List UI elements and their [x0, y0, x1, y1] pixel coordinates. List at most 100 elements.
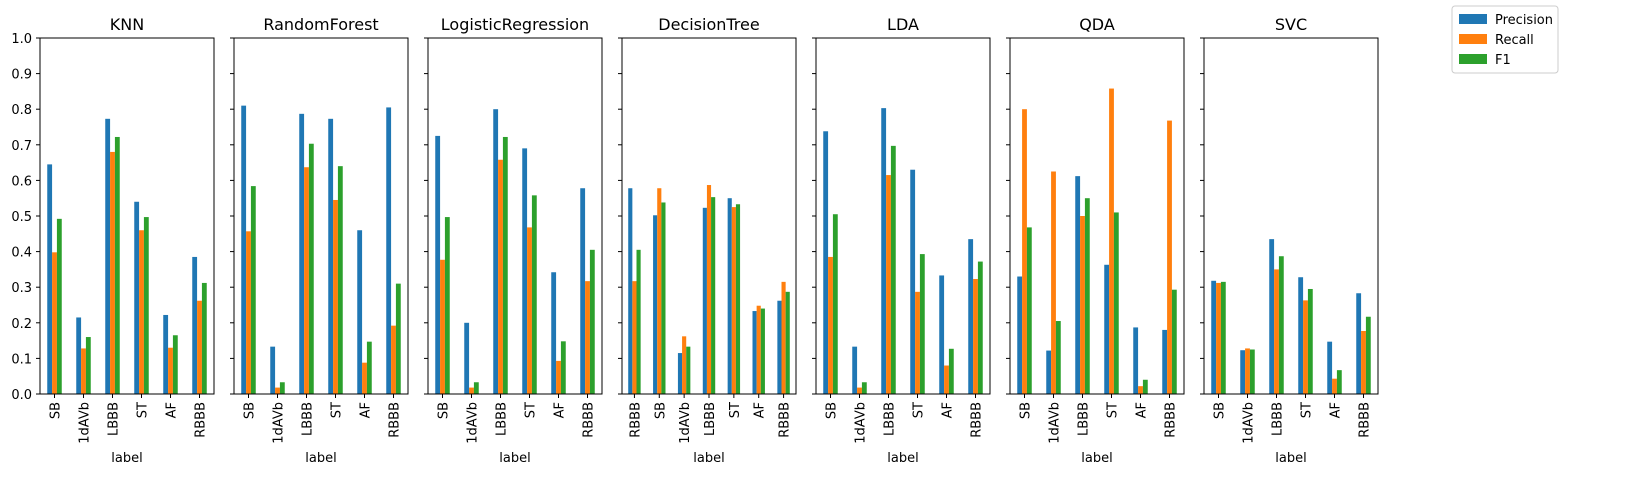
x-tick-label: AF — [165, 402, 180, 418]
x-tick-label: SB — [49, 402, 64, 419]
bar — [250, 186, 256, 394]
bar — [785, 291, 790, 394]
bar — [939, 275, 945, 394]
bar — [735, 204, 741, 394]
y-tick-label: 0.3 — [11, 281, 32, 296]
bar — [1361, 330, 1366, 394]
x-tick-label: RBBB — [194, 402, 209, 438]
bar — [711, 197, 716, 394]
bar — [502, 136, 508, 394]
y-tick-label: 0.4 — [11, 246, 32, 261]
bar — [1138, 386, 1143, 394]
bar — [1245, 348, 1250, 394]
bar — [1336, 370, 1342, 394]
panel-title: QDA — [1079, 15, 1115, 34]
bar — [444, 217, 450, 394]
bar — [628, 188, 633, 394]
bar — [110, 151, 115, 394]
bar — [1211, 280, 1217, 394]
bar — [632, 281, 637, 394]
x-tick-label: ST — [524, 402, 539, 418]
x-tick-label: AF — [1135, 402, 1150, 418]
bar — [706, 185, 712, 394]
x-tick-label: AF — [941, 402, 956, 418]
x-tick-label: RBBB — [1358, 402, 1373, 438]
bar — [1133, 327, 1139, 394]
bar — [1142, 379, 1148, 394]
x-axis-label: label — [111, 451, 142, 466]
bar — [1167, 120, 1172, 394]
bar — [1022, 109, 1027, 394]
x-tick-label: SB — [437, 402, 452, 419]
bar — [731, 207, 736, 394]
bar — [1332, 378, 1337, 394]
bar — [828, 256, 833, 394]
bar — [366, 341, 372, 394]
x-tick-label: ST — [912, 402, 927, 418]
bar — [114, 136, 120, 394]
bar — [823, 131, 829, 394]
bar — [1220, 281, 1226, 394]
bar — [201, 282, 207, 394]
panel-title: LogisticRegression — [441, 15, 589, 34]
bar — [76, 317, 82, 394]
bar — [498, 159, 503, 394]
x-tick-label: SB — [653, 402, 668, 419]
y-tick-label: 0.5 — [11, 210, 32, 225]
chart-panel: DecisionTree RBBB SB 1dAVb LBBB ST AF RBBB label — [618, 15, 797, 466]
bar — [580, 188, 586, 394]
x-tick-label: 1dAVb — [1242, 402, 1257, 444]
bar — [585, 281, 590, 394]
x-tick-label: 1dAVb — [1048, 402, 1063, 444]
x-tick-label: LBBB — [703, 402, 718, 436]
y-tick-label: 0.2 — [11, 317, 32, 332]
x-tick-label: AF — [753, 402, 768, 418]
bar — [852, 346, 858, 394]
bar — [304, 167, 309, 394]
bar — [653, 215, 658, 394]
bar — [1109, 88, 1114, 394]
bar — [391, 325, 396, 394]
x-axis-label: label — [1081, 451, 1112, 466]
bar — [1162, 329, 1168, 394]
bar — [682, 336, 687, 394]
legend-label: F1 — [1495, 53, 1511, 68]
bar — [473, 382, 479, 394]
x-tick-label: SB — [243, 402, 258, 419]
bar — [56, 218, 62, 394]
bar — [1307, 288, 1313, 394]
bar — [1055, 321, 1061, 394]
bar — [1216, 282, 1221, 394]
x-tick-label: LBBB — [883, 402, 898, 436]
bar — [1269, 239, 1275, 394]
panel-title: KNN — [110, 15, 144, 34]
x-tick-label: SB — [1213, 402, 1228, 419]
bar — [973, 279, 978, 394]
x-axis-label: label — [499, 451, 530, 466]
bar — [886, 175, 891, 394]
axes-frame — [427, 37, 603, 395]
bar — [275, 387, 280, 394]
chart-panel: LogisticRegression SB 1dAVb LBBB ST AF RBBB lab… — [424, 15, 603, 466]
chart-panel: KNN 0.0 0.1 0.2 0.3 0.4 0.5 0.6 0.7 0.8 0.9 1.0 SB 1d… — [11, 15, 215, 466]
bar — [1278, 256, 1284, 394]
legend-swatch — [1459, 14, 1487, 24]
panel-title: RandomForest — [263, 15, 378, 34]
y-tick-label: 0.6 — [11, 174, 32, 189]
bar — [168, 347, 173, 394]
x-tick-label: ST — [330, 402, 345, 418]
x-tick-label: RBBB — [582, 402, 597, 438]
bar — [1327, 341, 1333, 394]
x-tick-label: LBBB — [107, 402, 122, 436]
x-tick-label: ST — [1300, 402, 1315, 418]
bar — [105, 118, 111, 394]
bar — [493, 109, 499, 394]
x-tick-label: RBBB — [388, 402, 403, 438]
panel-title: SVC — [1275, 15, 1307, 34]
x-tick-label: SB — [825, 402, 840, 419]
bar — [395, 283, 401, 394]
bar — [362, 362, 367, 394]
x-tick-label: 1dAVb — [466, 402, 481, 444]
bar — [781, 281, 786, 394]
chart-panel: QDA SB 1dAVb LBBB ST AF RBBB label — [1006, 15, 1185, 466]
